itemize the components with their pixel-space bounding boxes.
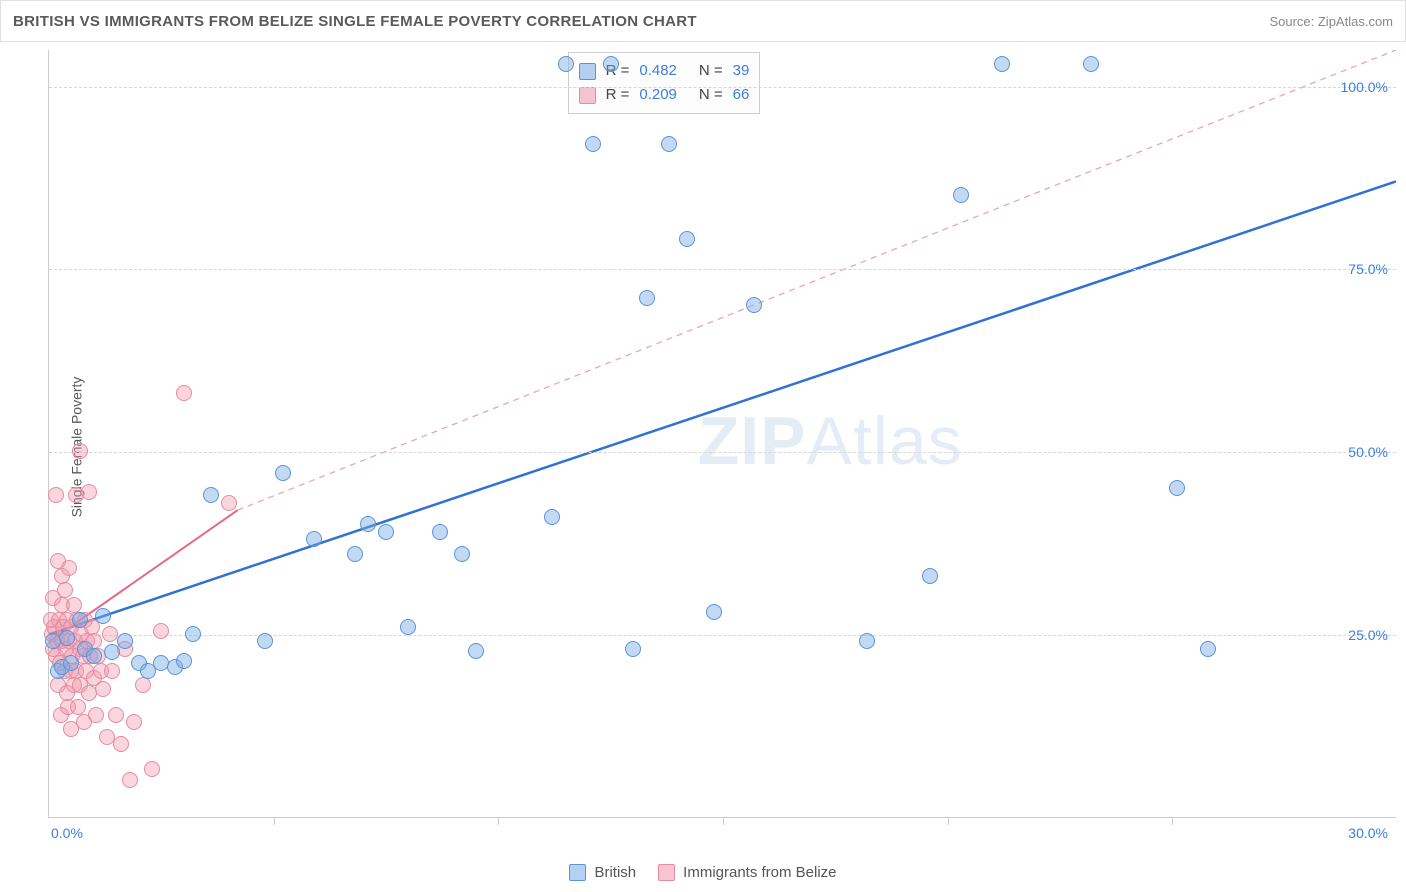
y-tick-label: 25.0%	[1348, 627, 1388, 643]
data-point-british	[468, 643, 484, 659]
data-point-british	[72, 612, 88, 628]
data-point-belize	[122, 772, 138, 788]
data-point-british	[95, 608, 111, 624]
data-point-belize	[102, 626, 118, 642]
data-point-british	[257, 633, 273, 649]
data-point-belize	[57, 582, 73, 598]
data-point-british	[746, 297, 762, 313]
data-point-british	[603, 56, 619, 72]
source-attribution: Source: ZipAtlas.com	[1269, 14, 1393, 29]
data-point-british	[706, 604, 722, 620]
data-point-british	[625, 641, 641, 657]
data-point-british	[454, 546, 470, 562]
data-point-british	[1169, 480, 1185, 496]
x-tick	[274, 817, 275, 825]
legend-swatch	[569, 864, 586, 881]
data-point-belize	[81, 484, 97, 500]
r-value: 0.482	[639, 59, 677, 83]
gridline-h	[49, 635, 1396, 636]
chart-title: BRITISH VS IMMIGRANTS FROM BELIZE SINGLE…	[13, 13, 697, 30]
n-label: N =	[699, 59, 723, 83]
data-point-british	[558, 56, 574, 72]
legend-label: British	[594, 864, 636, 881]
y-tick-label: 75.0%	[1348, 261, 1388, 277]
data-point-belize	[126, 714, 142, 730]
data-point-british	[275, 465, 291, 481]
correlation-box: R =0.482N =39R =0.209N =66	[568, 52, 761, 114]
plot-region: ZIPAtlas R =0.482N =39R =0.209N =66 25.0…	[48, 50, 1396, 818]
y-tick-label: 50.0%	[1348, 444, 1388, 460]
data-point-british	[953, 187, 969, 203]
data-point-british	[59, 630, 75, 646]
data-point-belize	[88, 707, 104, 723]
x-tick	[498, 817, 499, 825]
data-point-british	[585, 136, 601, 152]
gridline-h	[49, 269, 1396, 270]
data-point-british	[360, 516, 376, 532]
data-point-belize	[48, 487, 64, 503]
swatch-blue	[579, 63, 596, 80]
x-tick	[948, 817, 949, 825]
data-point-british	[1083, 56, 1099, 72]
data-point-british	[86, 648, 102, 664]
data-point-british	[378, 524, 394, 540]
chart-area: Single Female Poverty ZIPAtlas R =0.482N…	[0, 42, 1406, 852]
data-point-british	[203, 487, 219, 503]
data-point-belize	[104, 663, 120, 679]
legend-label: Immigrants from Belize	[683, 864, 836, 881]
data-point-belize	[70, 699, 86, 715]
gridline-h	[49, 87, 1396, 88]
legend: British Immigrants from Belize	[0, 852, 1406, 892]
data-point-british	[117, 633, 133, 649]
data-point-british	[639, 290, 655, 306]
data-point-british	[63, 655, 79, 671]
n-value: 39	[733, 59, 750, 83]
x-tick	[1172, 817, 1173, 825]
data-point-british	[347, 546, 363, 562]
data-point-belize	[144, 761, 160, 777]
data-point-british	[859, 633, 875, 649]
x-tick-label: 30.0%	[1348, 825, 1388, 841]
data-point-british	[679, 231, 695, 247]
legend-item-blue: British	[569, 864, 636, 881]
data-point-british	[994, 56, 1010, 72]
data-point-belize	[153, 623, 169, 639]
data-point-british	[432, 524, 448, 540]
data-point-british	[661, 136, 677, 152]
x-tick-label: 0.0%	[51, 825, 83, 841]
data-point-british	[400, 619, 416, 635]
data-point-belize	[221, 495, 237, 511]
data-point-british	[1200, 641, 1216, 657]
data-point-british	[922, 568, 938, 584]
data-point-british	[185, 626, 201, 642]
y-tick-label: 100.0%	[1341, 79, 1388, 95]
data-point-belize	[108, 707, 124, 723]
data-point-british	[176, 653, 192, 669]
chart-header: BRITISH VS IMMIGRANTS FROM BELIZE SINGLE…	[0, 0, 1406, 42]
legend-item-pink: Immigrants from Belize	[658, 864, 836, 881]
legend-swatch	[658, 864, 675, 881]
data-point-belize	[113, 736, 129, 752]
data-point-belize	[72, 443, 88, 459]
data-point-belize	[61, 560, 77, 576]
data-point-belize	[176, 385, 192, 401]
data-point-british	[104, 644, 120, 660]
x-tick	[723, 817, 724, 825]
watermark: ZIPAtlas	[698, 402, 963, 480]
data-point-belize	[135, 677, 151, 693]
swatch-pink	[579, 87, 596, 104]
data-point-belize	[95, 681, 111, 697]
data-point-british	[544, 509, 560, 525]
data-point-british	[306, 531, 322, 547]
data-point-belize	[66, 597, 82, 613]
gridline-h	[49, 452, 1396, 453]
